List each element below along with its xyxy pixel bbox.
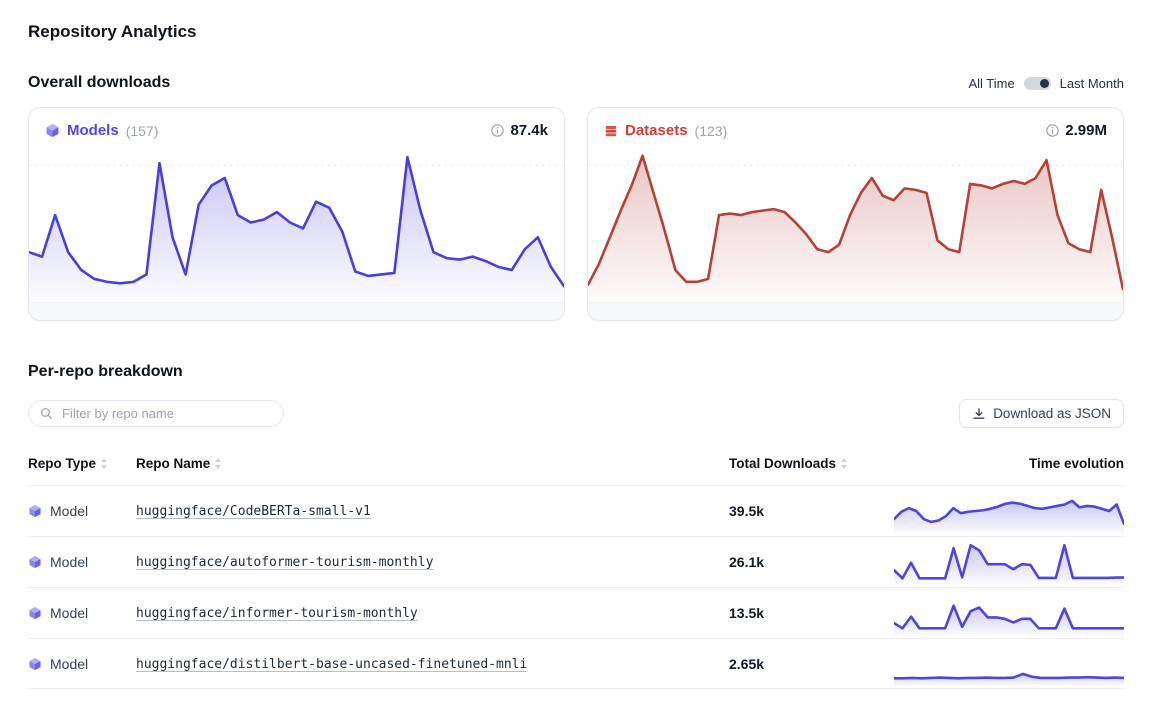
per-repo-table: Repo Type Repo Name Total Downloads Time…	[28, 452, 1124, 689]
sparkline	[894, 537, 1124, 587]
overall-downloads-heading: Overall downloads	[28, 74, 171, 91]
download-json-button[interactable]: Download as JSON	[959, 399, 1124, 428]
column-header-repo-name[interactable]: Repo Name	[136, 456, 729, 471]
sort-icon	[100, 457, 108, 470]
column-header-total-downloads[interactable]: Total Downloads	[729, 456, 894, 471]
search-icon	[40, 407, 53, 420]
model-cube-icon	[45, 123, 60, 138]
repo-name-header-label: Repo Name	[136, 456, 211, 471]
table-row: Model huggingface/informer-tourism-month…	[28, 587, 1124, 638]
models-total-value: 87.4k	[510, 122, 548, 139]
sparkline	[894, 639, 1124, 688]
total-downloads-value: 39.5k	[729, 503, 765, 519]
per-repo-heading: Per-repo breakdown	[28, 363, 183, 380]
dataset-stack-icon	[604, 124, 618, 138]
time-range-toggle[interactable]: All Time Last Month	[968, 76, 1124, 91]
toggle-label-all-time[interactable]: All Time	[968, 75, 1015, 91]
models-card-header: Models (157) 87.4k	[29, 108, 564, 143]
repository-analytics-page: Repository Analytics Overall downloads A…	[28, 22, 1124, 689]
model-cube-icon	[28, 657, 42, 671]
toggle-label-last-month[interactable]: Last Month	[1059, 75, 1124, 91]
repo-name-cell: huggingface/informer-tourism-monthly	[136, 604, 729, 622]
datasets-card-header: Datasets (123) 2.99M	[588, 108, 1123, 143]
datasets-chart[interactable]	[588, 143, 1123, 302]
repo-type-cell: Model	[28, 656, 136, 672]
sort-icon	[840, 457, 848, 470]
datasets-card-label: Datasets	[625, 122, 688, 139]
model-cube-icon	[28, 606, 42, 620]
repo-type-label: Model	[50, 605, 89, 621]
repo-filter-field[interactable]	[28, 400, 284, 427]
sort-icon	[214, 457, 222, 470]
toggle-knob	[1039, 78, 1049, 88]
download-icon	[972, 407, 986, 421]
datasets-card: Datasets (123) 2.99M	[587, 107, 1124, 321]
total-downloads-value: 2.65k	[729, 655, 765, 672]
time-evolution-header-label: Time evolution	[1028, 456, 1124, 471]
overall-download-cards: Models (157) 87.4k	[28, 107, 1124, 321]
total-downloads-header-label: Total Downloads	[729, 456, 836, 471]
repo-type-label: Model	[50, 655, 89, 672]
repo-name-cell: huggingface/CodeBERTa-small-v1	[136, 502, 729, 520]
repo-type-header-label: Repo Type	[28, 456, 97, 471]
datasets-chart-axis-strip	[588, 302, 1123, 320]
sparkline	[894, 486, 1124, 536]
repo-type-cell: Model	[28, 605, 136, 621]
column-header-repo-type[interactable]: Repo Type	[28, 456, 136, 471]
model-cube-icon	[28, 555, 42, 569]
repo-name-link[interactable]: huggingface/informer-tourism-monthly	[136, 606, 418, 621]
overall-downloads-header-row: Overall downloads All Time Last Month	[28, 74, 1124, 92]
datasets-total-wrap: 2.99M	[1046, 122, 1107, 139]
repo-type-cell: Model	[28, 503, 136, 519]
models-total-wrap: 87.4k	[491, 122, 548, 139]
total-downloads-value: 26.1k	[729, 554, 765, 570]
repo-type-label: Model	[50, 554, 89, 570]
table-row: Model huggingface/distilbert-base-uncase…	[28, 638, 1124, 689]
download-json-label: Download as JSON	[993, 406, 1111, 421]
repo-type-label: Model	[50, 503, 89, 519]
models-card: Models (157) 87.4k	[28, 107, 565, 321]
repo-name-link[interactable]: huggingface/distilbert-base-uncased-fine…	[136, 656, 528, 672]
column-header-time-evolution: Time evolution	[894, 456, 1124, 471]
repo-type-cell: Model	[28, 554, 136, 570]
models-card-label: Models	[67, 122, 119, 139]
models-count: (157)	[125, 122, 159, 139]
table-header-row: Repo Type Repo Name Total Downloads Time…	[28, 452, 1124, 485]
repo-name-link[interactable]: huggingface/CodeBERTa-small-v1	[136, 504, 371, 519]
repo-name-cell: huggingface/distilbert-base-uncased-fine…	[136, 655, 729, 673]
total-downloads-value: 13.5k	[729, 605, 765, 621]
page-title: Repository Analytics	[28, 22, 197, 41]
repo-name-link[interactable]: huggingface/autoformer-tourism-monthly	[136, 555, 434, 570]
table-row: Model huggingface/CodeBERTa-small-v1 39.…	[28, 485, 1124, 536]
models-chart[interactable]	[29, 143, 564, 302]
per-repo-header-row: Per-repo breakdown	[28, 363, 1124, 381]
info-icon[interactable]	[491, 124, 505, 137]
filter-row: Download as JSON	[28, 399, 1124, 428]
model-cube-icon	[28, 504, 42, 518]
datasets-total-value: 2.99M	[1065, 122, 1107, 139]
sparkline	[894, 588, 1124, 638]
table-row: Model huggingface/autoformer-tourism-mon…	[28, 536, 1124, 587]
toggle-switch[interactable]	[1023, 76, 1051, 90]
datasets-count: (123)	[694, 122, 728, 139]
info-icon[interactable]	[1046, 124, 1060, 137]
repo-filter-input[interactable]	[60, 405, 272, 422]
table-body: Model huggingface/CodeBERTa-small-v1 39.…	[28, 485, 1124, 689]
repo-name-cell: huggingface/autoformer-tourism-monthly	[136, 553, 729, 571]
models-chart-axis-strip	[29, 302, 564, 320]
